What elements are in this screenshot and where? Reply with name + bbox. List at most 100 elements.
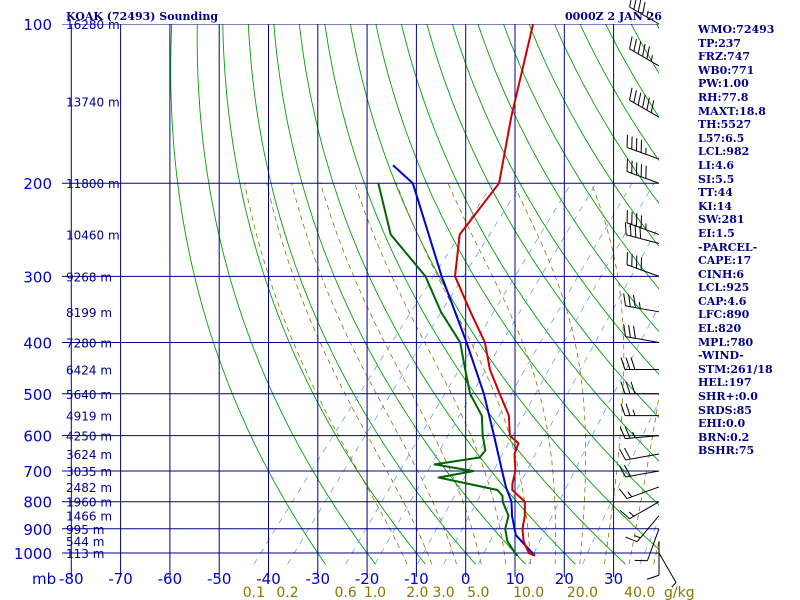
- height-label: 995 m: [66, 523, 104, 537]
- temperature-tick-label: -10: [404, 570, 429, 588]
- height-label: 16280 m: [66, 18, 120, 32]
- wind-barb-flag: [629, 0, 632, 8]
- index-item: MPL:780: [698, 335, 754, 349]
- wind-barb-staff: [629, 501, 660, 520]
- index-item: EHI:0.0: [698, 417, 746, 431]
- height-label: 13740 m: [66, 95, 120, 109]
- height-label: 10460 m: [66, 229, 120, 243]
- mixing-ratio-line: [345, 182, 572, 565]
- index-item: TH:5527: [698, 118, 752, 132]
- height-label: 11800 m: [66, 177, 120, 191]
- wind-barb-flag: [619, 448, 626, 461]
- index-item: WB0:771: [698, 63, 755, 77]
- wind-barb-flag: [625, 381, 631, 394]
- wind-barb-flag: [628, 294, 631, 307]
- height-label: 1960 m: [66, 496, 112, 510]
- wind-barb-flag: [628, 324, 631, 338]
- height-label: 113 m: [66, 547, 104, 561]
- wind-barb-flag: [624, 426, 631, 439]
- wind-barb-flag: [633, 0, 637, 10]
- index-item: PW:1.00: [698, 77, 749, 91]
- index-item: TT:44: [698, 186, 733, 200]
- index-item: KI:14: [698, 199, 733, 213]
- dewpoint-trace: [377, 182, 519, 557]
- index-item: SI:5.5: [698, 172, 735, 186]
- pressure-unit-label: mb: [32, 570, 56, 588]
- wind-barb-flag: [630, 357, 636, 370]
- index-item: FRZ:747: [698, 50, 751, 64]
- wind-barb-flag: [646, 46, 650, 59]
- temperature-tick-label: -80: [59, 570, 84, 588]
- wind-barb-half-flag: [646, 10, 649, 18]
- mixing-ratio-line: [639, 518, 659, 565]
- index-item: BRN:0.2: [698, 430, 750, 444]
- wind-barb-staff: [625, 453, 660, 461]
- wind-barb-flag: [623, 447, 631, 460]
- temperature-tick-label: -20: [355, 570, 380, 588]
- wind-barb-staff: [629, 6, 660, 25]
- wind-barb-flag: [634, 224, 637, 238]
- height-label: 2482 m: [66, 481, 112, 495]
- wind-barb-staff: [626, 222, 660, 235]
- mixing-ratio-line: [582, 400, 659, 565]
- index-item: STM:261/18: [698, 362, 773, 376]
- pressure-tick-label: 900: [23, 521, 52, 539]
- moist-adiabat: [512, 183, 586, 565]
- wind-barb-flag: [629, 87, 633, 101]
- temperature-tick-label: -60: [158, 570, 183, 588]
- temperature-trace: [454, 24, 536, 557]
- index-item: L57:6.5: [698, 131, 745, 145]
- wind-barb-staff: [658, 552, 677, 583]
- index-item: CAPE:17: [698, 254, 752, 268]
- index-item: LI:4.6: [698, 158, 735, 172]
- wind-barb-half-flag: [628, 511, 635, 517]
- wind-barb-flag: [633, 295, 636, 308]
- wind-barb-flag: [620, 403, 626, 416]
- mixing-ratio-label: 40.0: [624, 585, 655, 600]
- wind-barb-flag: [633, 38, 637, 52]
- wind-barb-staff: [636, 515, 660, 543]
- temperature-tick-label: -50: [207, 570, 232, 588]
- pressure-tick-label: 600: [23, 428, 52, 446]
- index-item: EI:1.5: [698, 226, 735, 240]
- height-label: 6424 m: [66, 364, 112, 378]
- height-label: 4919 m: [66, 410, 112, 424]
- height-label: 544 m: [66, 535, 104, 549]
- wind-barb-flag: [637, 92, 642, 106]
- mixing-ratio-label: 10.0: [513, 585, 544, 600]
- index-item: SW:281: [698, 213, 745, 227]
- dry-adiabat: [298, 24, 576, 565]
- mixing-ratio-unit-label: g/kg: [664, 585, 695, 600]
- pressure-tick-label: 200: [23, 175, 52, 193]
- index-item: LCL:982: [698, 145, 750, 159]
- mixing-ratio-line: [374, 182, 597, 565]
- temperature-tick-label: -70: [108, 570, 133, 588]
- index-item: BSHR:75: [698, 444, 755, 458]
- height-label: 9268 m: [66, 270, 112, 284]
- pressure-tick-label: 500: [23, 386, 52, 404]
- dry-adiabat: [170, 24, 326, 565]
- mixing-ratio-label: 0.6: [335, 585, 357, 600]
- wind-barb-flag: [650, 100, 655, 113]
- temperature-tick-label: -30: [306, 570, 331, 588]
- wind-barb-flag: [618, 488, 628, 499]
- mixing-ratio-line: [528, 305, 659, 565]
- wind-barb-staff: [629, 99, 660, 118]
- index-item: RH:77.8: [698, 90, 749, 104]
- index-item: HEL:197: [698, 376, 752, 390]
- wind-barb-flag: [620, 357, 626, 370]
- mixing-ratio-label: 20.0: [567, 585, 598, 600]
- index-item: TP:237: [698, 36, 742, 50]
- wind-barb-staff: [625, 305, 660, 313]
- wind-barb-half-flag: [627, 491, 633, 498]
- wind-barb-flag: [623, 293, 627, 306]
- wind-barb-half-flag: [638, 302, 641, 309]
- wind-barb-flag: [625, 403, 631, 416]
- wind-barb-staff: [626, 171, 660, 184]
- chart-profiles: [377, 24, 536, 557]
- wind-barb-flag: [629, 36, 633, 49]
- wind-barb-staff: [629, 48, 660, 67]
- wind-barb-flag: [633, 90, 637, 103]
